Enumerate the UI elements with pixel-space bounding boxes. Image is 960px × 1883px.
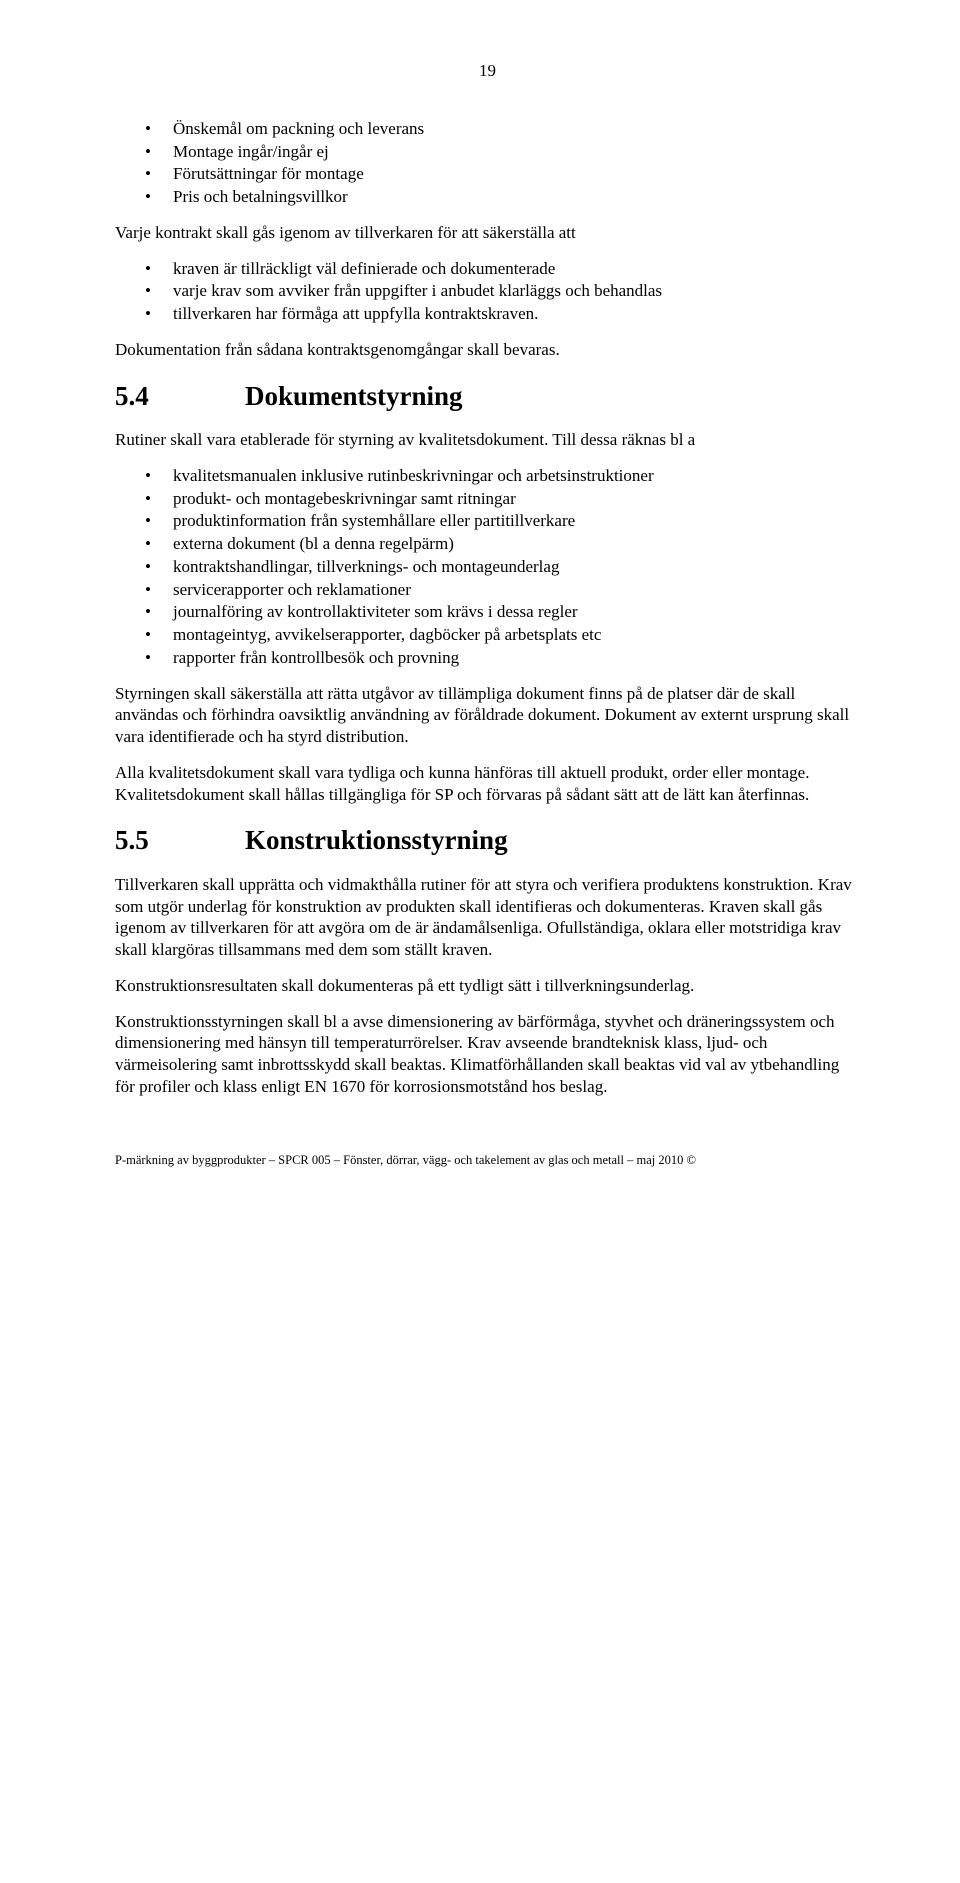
- heading-5-4: 5.4Dokumentstyrning: [115, 379, 860, 414]
- heading-title: Dokumentstyrning: [245, 381, 463, 411]
- paragraph: Styrningen skall säkerställa att rätta u…: [115, 683, 860, 748]
- list-item: kontraktshandlingar, tillverknings- och …: [145, 556, 860, 578]
- list-item: montageintyg, avvikelserapporter, dagböc…: [145, 624, 860, 646]
- list-item: kraven är tillräckligt väl definierade o…: [145, 258, 860, 280]
- list-2: kraven är tillräckligt väl definierade o…: [115, 258, 860, 325]
- list-1: Önskemål om packning och leverans Montag…: [115, 118, 860, 208]
- paragraph: Konstruktionsstyrningen skall bl a avse …: [115, 1011, 860, 1098]
- heading-number: 5.5: [115, 823, 245, 858]
- footer-text: P-märkning av byggprodukter – SPCR 005 –…: [115, 1152, 860, 1168]
- list-item: Montage ingår/ingår ej: [145, 141, 860, 163]
- paragraph: Tillverkaren skall upprätta och vidmakth…: [115, 874, 860, 961]
- heading-title: Konstruktionsstyrning: [245, 825, 508, 855]
- list-item: Önskemål om packning och leverans: [145, 118, 860, 140]
- list-item: rapporter från kontrollbesök och provnin…: [145, 647, 860, 669]
- list-3: kvalitetsmanualen inklusive rutinbeskriv…: [115, 465, 860, 669]
- list-item: varje krav som avviker från uppgifter i …: [145, 280, 860, 302]
- paragraph: Konstruktionsresultaten skall dokumenter…: [115, 975, 860, 997]
- list-item: Pris och betalningsvillkor: [145, 186, 860, 208]
- paragraph: Rutiner skall vara etablerade för styrni…: [115, 429, 860, 451]
- list-item: Förutsättningar för montage: [145, 163, 860, 185]
- heading-5-5: 5.5Konstruktionsstyrning: [115, 823, 860, 858]
- list-item: produktinformation från systemhållare el…: [145, 510, 860, 532]
- list-item: kvalitetsmanualen inklusive rutinbeskriv…: [145, 465, 860, 487]
- paragraph: Varje kontrakt skall gås igenom av tillv…: [115, 222, 860, 244]
- list-item: produkt- och montagebeskrivningar samt r…: [145, 488, 860, 510]
- paragraph: Alla kvalitetsdokument skall vara tydlig…: [115, 762, 860, 806]
- list-item: tillverkaren har förmåga att uppfylla ko…: [145, 303, 860, 325]
- heading-number: 5.4: [115, 379, 245, 414]
- list-item: externa dokument (bl a denna regelpärm): [145, 533, 860, 555]
- paragraph: Dokumentation från sådana kontraktsgenom…: [115, 339, 860, 361]
- list-item: servicerapporter och reklamationer: [145, 579, 860, 601]
- page-number: 19: [115, 60, 860, 82]
- list-item: journalföring av kontrollaktiviteter som…: [145, 601, 860, 623]
